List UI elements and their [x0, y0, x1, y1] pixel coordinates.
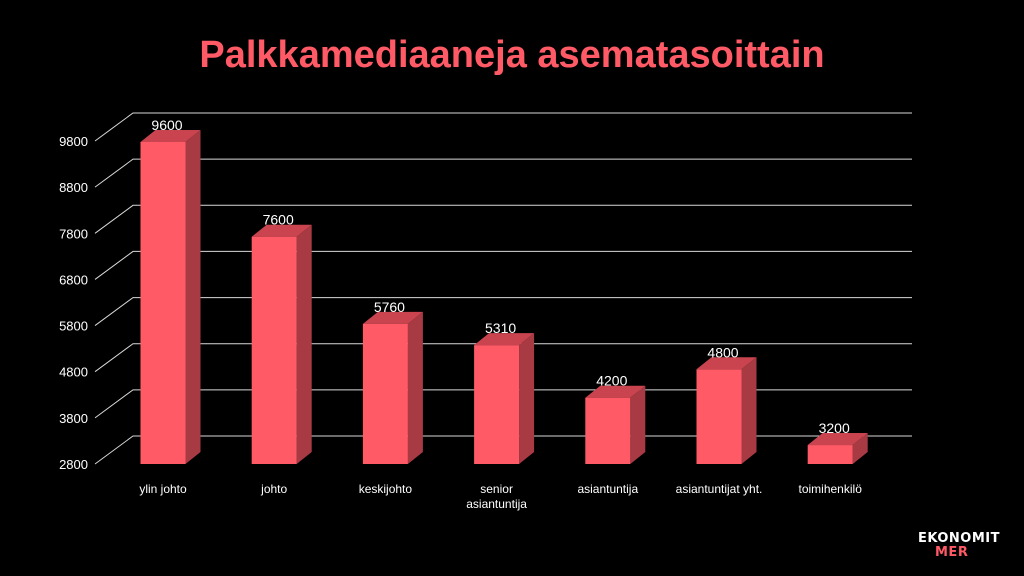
logo-line1: EKONOMIT [918, 531, 1000, 546]
bar-side [296, 224, 312, 464]
y-tick-label: 3800 [59, 411, 88, 426]
x-tick-label: johto [260, 482, 287, 496]
bar [696, 369, 742, 464]
bar-top [696, 357, 757, 370]
y-tick-label: 2800 [59, 457, 88, 472]
data-label: 7600 [263, 212, 294, 228]
x-tick-label: toimihenkilö [799, 482, 863, 496]
x-tick-label: asiantuntija [466, 497, 527, 511]
ekonomit-logo: EKONOMIT MER [918, 532, 1000, 560]
gridline [94, 112, 912, 142]
gridline [94, 435, 912, 465]
bar [362, 323, 408, 464]
bar-top [474, 333, 535, 346]
data-label: 3200 [819, 420, 850, 436]
bar [585, 397, 631, 464]
y-tick-label: 8800 [59, 180, 88, 195]
gridline [94, 389, 912, 419]
bar-side [407, 311, 423, 464]
gridline [94, 158, 912, 188]
data-label: 5760 [374, 299, 405, 315]
bar [807, 445, 853, 464]
x-tick-label: keskijohto [359, 482, 413, 496]
y-tick-label: 9800 [59, 134, 88, 149]
data-label: 5310 [485, 320, 516, 336]
bar [140, 142, 186, 464]
x-tick-label: asiantuntija [577, 482, 638, 496]
x-tick-label: senior [480, 482, 513, 496]
y-tick-label: 4800 [59, 365, 88, 380]
y-tick-label: 5800 [59, 319, 88, 334]
gridline [94, 250, 912, 280]
x-tick-label: asiantuntijat yht. [676, 482, 763, 496]
bar-top [807, 433, 868, 446]
data-label: 4200 [596, 373, 627, 389]
data-label: 4800 [707, 344, 738, 360]
x-tick-label: ylin johto [139, 482, 187, 496]
chart-title: Palkkamediaaneja asematasoittain [199, 34, 825, 76]
bar-side [852, 433, 868, 464]
bar-side [185, 130, 201, 464]
bar-side [630, 385, 646, 464]
y-tick-label: 6800 [59, 272, 88, 287]
logo-line2: MER [935, 545, 969, 560]
bar [474, 345, 520, 464]
bar-top [140, 130, 201, 142]
bar-top [251, 224, 312, 237]
bar [251, 236, 297, 464]
bar-top [585, 385, 646, 398]
data-label: 9600 [151, 117, 182, 133]
gridline [94, 297, 912, 326]
bar-side [741, 357, 757, 464]
y-tick-label: 7800 [59, 226, 88, 241]
bar-top [362, 311, 423, 324]
gridline [94, 343, 912, 373]
bar-side [519, 333, 535, 464]
gridline [94, 204, 912, 234]
